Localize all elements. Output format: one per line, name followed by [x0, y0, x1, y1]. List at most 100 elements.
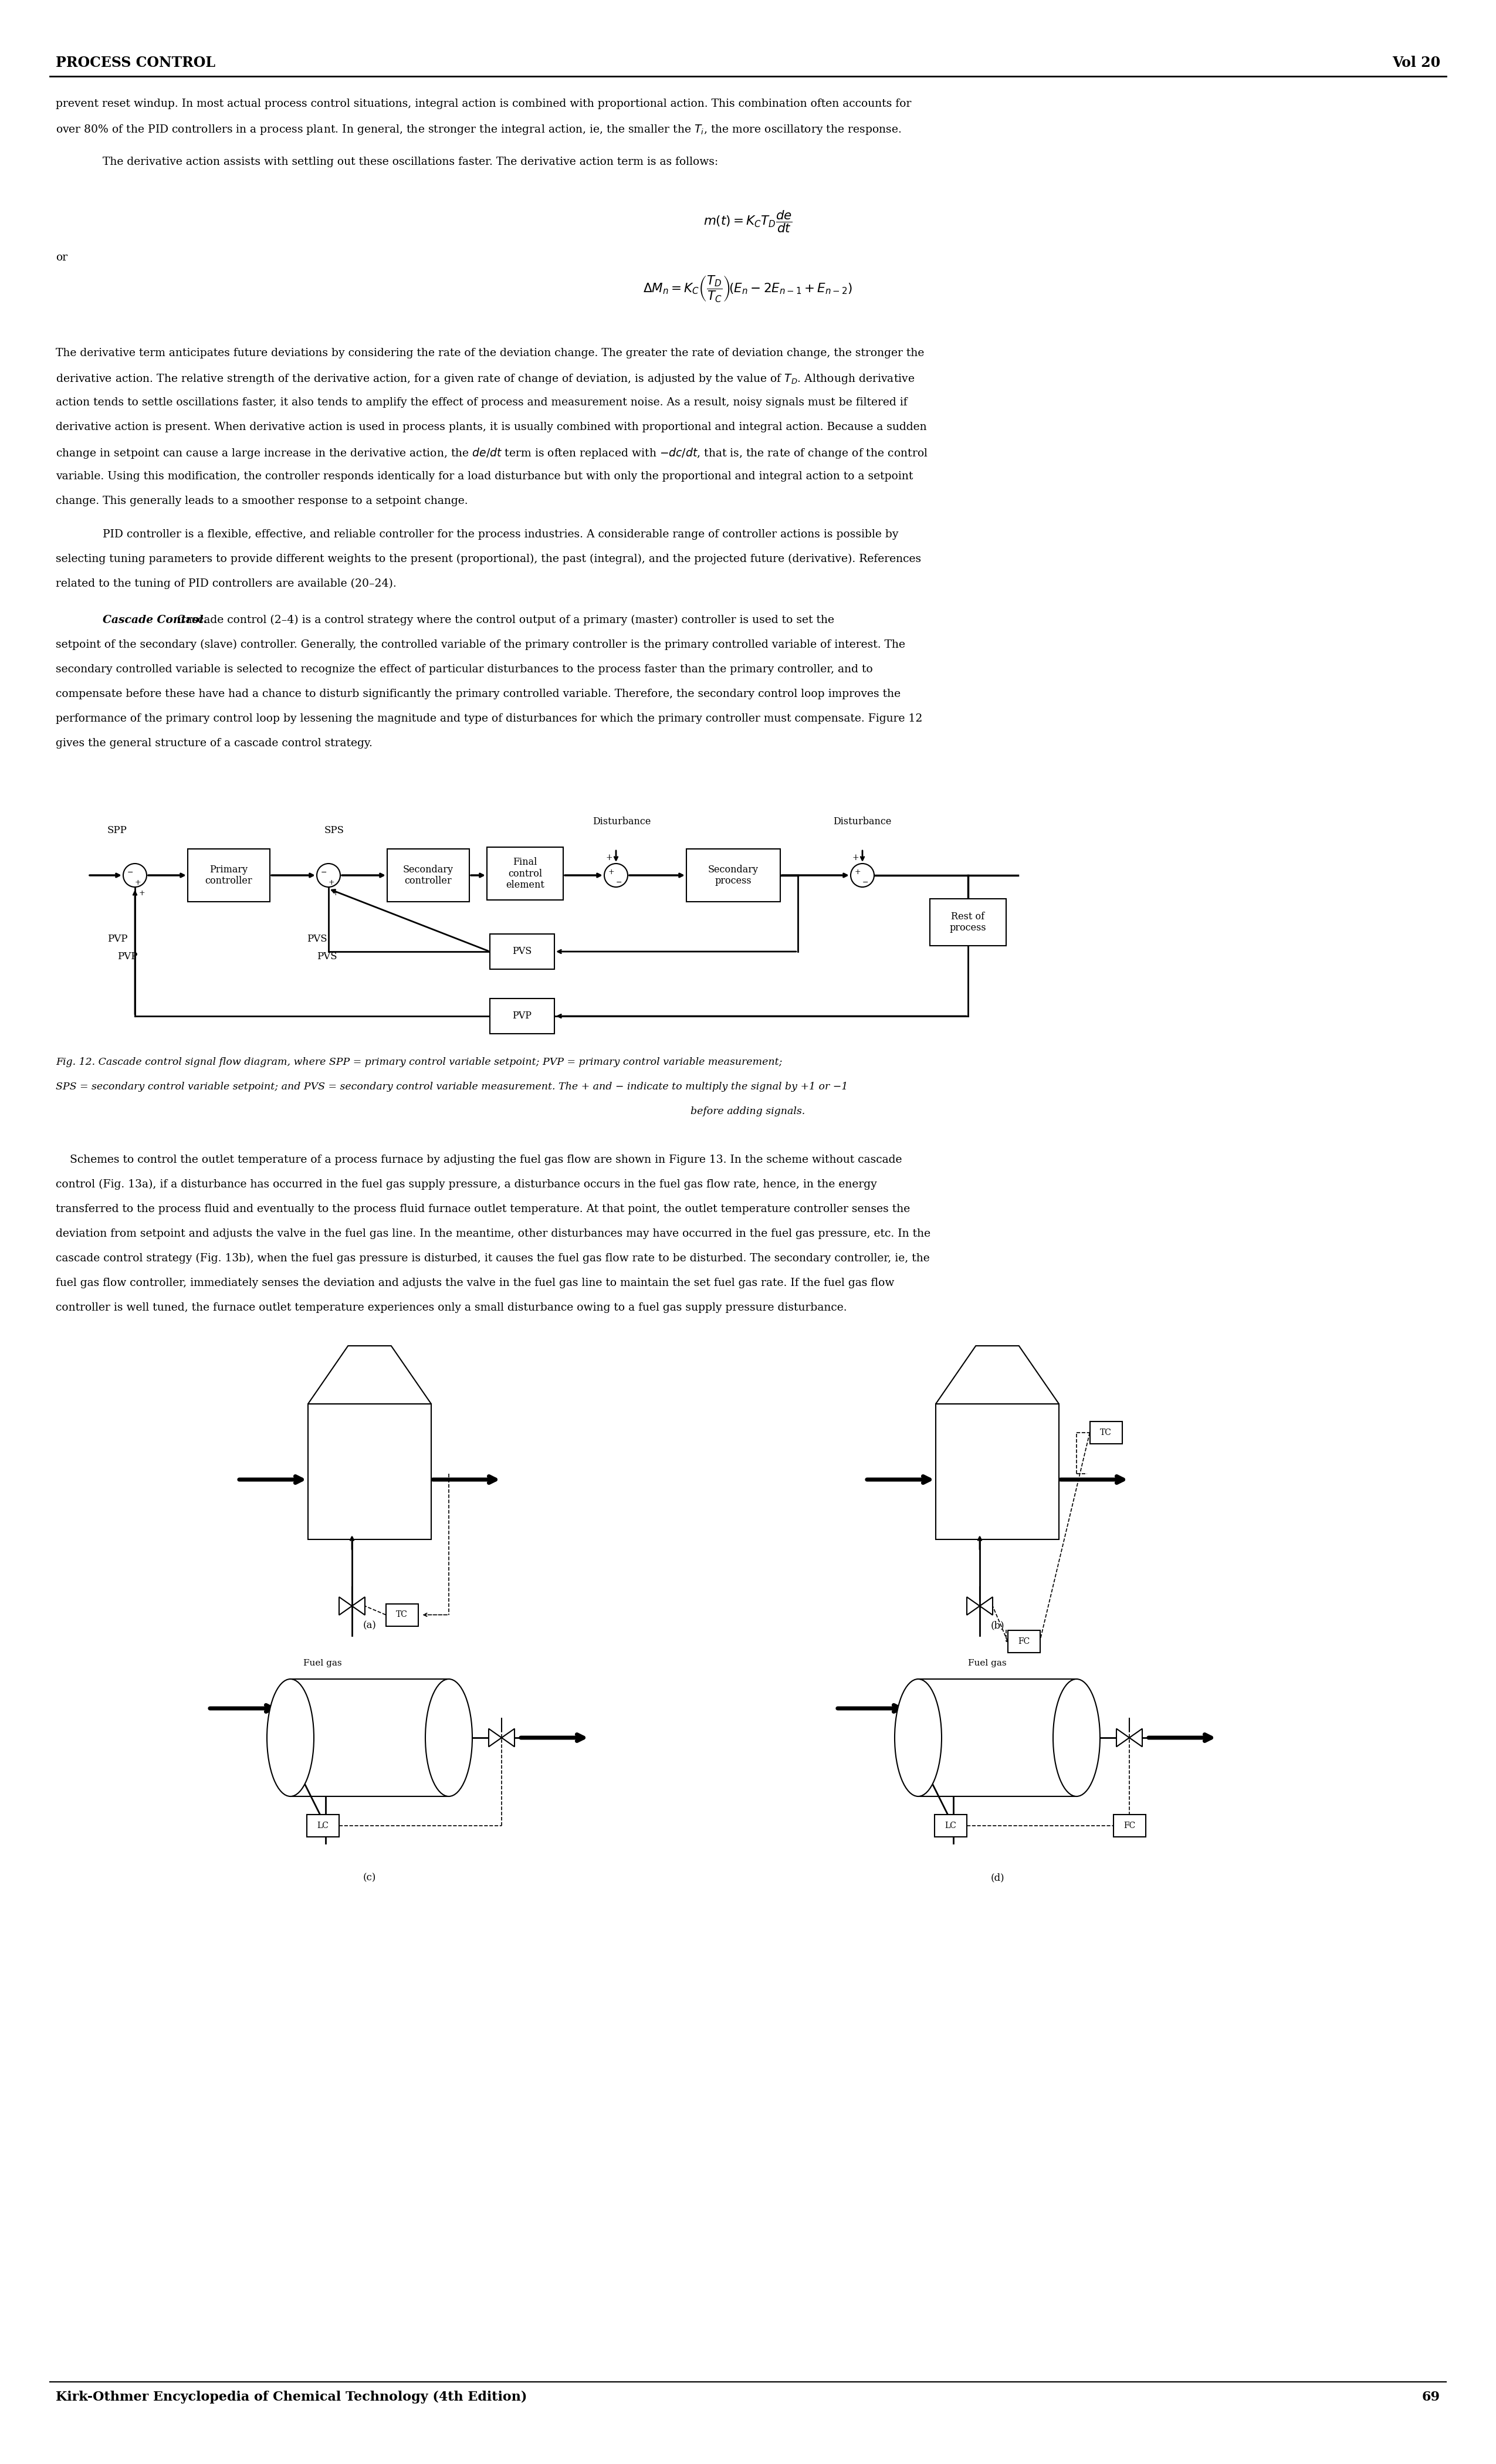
Text: Kirk-Othmer Encyclopedia of Chemical Technology (4th Edition): Kirk-Othmer Encyclopedia of Chemical Tec…	[55, 2390, 527, 2402]
Polygon shape	[1129, 1730, 1143, 1747]
Text: Secondary
process: Secondary process	[708, 865, 758, 887]
Ellipse shape	[1053, 1678, 1100, 1796]
Text: change. This generally leads to a smoother response to a setpoint change.: change. This generally leads to a smooth…	[55, 495, 468, 505]
Text: +: +	[854, 870, 860, 877]
Text: Rest of
process: Rest of process	[950, 912, 986, 934]
Polygon shape	[489, 1730, 501, 1747]
Text: Disturbance: Disturbance	[592, 816, 651, 825]
Text: controller is well tuned, the furnace outlet temperature experiences only a smal: controller is well tuned, the furnace ou…	[55, 1303, 847, 1313]
Text: PVP: PVP	[117, 951, 138, 961]
Bar	[486, 848, 562, 899]
Text: prevent reset windup. In most actual process control situations, integral action: prevent reset windup. In most actual pro…	[55, 99, 911, 108]
Text: PROCESS CONTROL: PROCESS CONTROL	[55, 57, 215, 69]
Bar	[489, 998, 555, 1035]
Bar	[935, 1814, 966, 1836]
Bar	[308, 1404, 431, 1540]
Text: Cascade control (2–4) is a control strategy where the control output of a primar: Cascade control (2–4) is a control strat…	[171, 616, 835, 626]
Text: action tends to settle oscillations faster, it also tends to amplify the effect : action tends to settle oscillations fast…	[55, 397, 908, 407]
Text: SPS: SPS	[325, 825, 344, 835]
Bar	[290, 1678, 449, 1796]
Text: +: +	[332, 890, 338, 897]
Bar	[687, 850, 781, 902]
Text: −: −	[127, 870, 133, 877]
Bar	[1008, 1631, 1040, 1653]
Polygon shape	[352, 1597, 365, 1614]
Circle shape	[123, 862, 147, 887]
Bar	[919, 1678, 1077, 1796]
Text: variable. Using this modification, the controller responds identically for a loa: variable. Using this modification, the c…	[55, 471, 913, 480]
Text: secondary controlled variable is selected to recognize the effect of particular : secondary controlled variable is selecte…	[55, 665, 872, 675]
Polygon shape	[340, 1597, 352, 1614]
Polygon shape	[980, 1597, 993, 1614]
Text: +: +	[135, 880, 141, 887]
Text: $m(t) = K_C T_D \dfrac{de}{dt}$: $m(t) = K_C T_D \dfrac{de}{dt}$	[703, 209, 793, 234]
Text: PVS: PVS	[307, 934, 328, 944]
Text: PVP: PVP	[513, 1010, 531, 1020]
Text: (a): (a)	[364, 1621, 377, 1631]
Polygon shape	[966, 1597, 980, 1614]
Polygon shape	[308, 1345, 431, 1404]
Circle shape	[604, 862, 628, 887]
Text: Primary
controller: Primary controller	[205, 865, 253, 887]
Text: or: or	[55, 251, 67, 264]
Text: related to the tuning of PID controllers are available (20–24).: related to the tuning of PID controllers…	[55, 579, 396, 589]
Text: The derivative term anticipates future deviations by considering the rate of the: The derivative term anticipates future d…	[55, 347, 925, 357]
Text: Cascade Control.: Cascade Control.	[103, 616, 206, 626]
Text: PVP: PVP	[108, 934, 127, 944]
Polygon shape	[935, 1345, 1059, 1404]
Text: cascade control strategy (Fig. 13b), when the fuel gas pressure is disturbed, it: cascade control strategy (Fig. 13b), whe…	[55, 1254, 929, 1264]
Text: gives the general structure of a cascade control strategy.: gives the general structure of a cascade…	[55, 739, 373, 749]
Text: +: +	[609, 870, 615, 877]
Bar	[489, 934, 555, 968]
Text: (d): (d)	[990, 1873, 1004, 1882]
Text: +: +	[328, 880, 335, 887]
Bar	[1113, 1814, 1146, 1836]
Text: SPP: SPP	[108, 825, 127, 835]
Text: −: −	[320, 870, 328, 877]
Text: The derivative action assists with settling out these oscillations faster. The d: The derivative action assists with settl…	[103, 158, 718, 168]
Text: transferred to the process fluid and eventually to the process fluid furnace out: transferred to the process fluid and eve…	[55, 1205, 910, 1215]
Text: PID controller is a flexible, effective, and reliable controller for the process: PID controller is a flexible, effective,…	[103, 530, 899, 540]
Text: −: −	[862, 880, 868, 887]
Text: before adding signals.: before adding signals.	[691, 1106, 805, 1116]
Text: FC: FC	[1123, 1821, 1135, 1831]
Bar	[387, 850, 470, 902]
Text: LC: LC	[944, 1821, 956, 1831]
Text: change in setpoint can cause a large increase in the derivative action, the $de/: change in setpoint can cause a large inc…	[55, 446, 928, 461]
Text: derivative action is present. When derivative action is used in process plants, : derivative action is present. When deriv…	[55, 421, 926, 431]
Text: TC: TC	[1100, 1429, 1112, 1437]
Text: $\Delta M_n = K_C \left(\dfrac{T_D}{T_C}\right)\!(E_n - 2E_{n-1} + E_{n-2})$: $\Delta M_n = K_C \left(\dfrac{T_D}{T_C}…	[643, 274, 853, 303]
Text: (b): (b)	[990, 1621, 1004, 1631]
Text: Disturbance: Disturbance	[833, 816, 892, 825]
Bar	[935, 1404, 1059, 1540]
Text: Fuel gas: Fuel gas	[304, 1658, 343, 1668]
Text: PVS: PVS	[512, 946, 533, 956]
Text: fuel gas flow controller, immediately senses the deviation and adjusts the valve: fuel gas flow controller, immediately se…	[55, 1279, 895, 1289]
Text: deviation from setpoint and adjusts the valve in the fuel gas line. In the meant: deviation from setpoint and adjusts the …	[55, 1230, 931, 1239]
Text: −: −	[616, 880, 622, 887]
Ellipse shape	[425, 1678, 473, 1796]
Text: 69: 69	[1423, 2390, 1441, 2402]
Text: Fuel gas: Fuel gas	[968, 1658, 1007, 1668]
Text: performance of the primary control loop by lessening the magnitude and type of d: performance of the primary control loop …	[55, 715, 923, 724]
Text: (c): (c)	[364, 1873, 375, 1882]
Text: selecting tuning parameters to provide different weights to the present (proport: selecting tuning parameters to provide d…	[55, 554, 922, 564]
Text: TC: TC	[396, 1611, 408, 1619]
Ellipse shape	[266, 1678, 314, 1796]
Bar	[187, 850, 269, 902]
Text: +: +	[139, 890, 145, 897]
Text: derivative action. The relative strength of the derivative action, for a given r: derivative action. The relative strength…	[55, 372, 914, 384]
Text: Secondary
controller: Secondary controller	[402, 865, 453, 887]
Polygon shape	[501, 1730, 515, 1747]
Bar	[1089, 1422, 1122, 1444]
Text: Vol 20: Vol 20	[1393, 57, 1441, 69]
Text: over 80% of the PID controllers in a process plant. In general, the stronger the: over 80% of the PID controllers in a pro…	[55, 123, 901, 136]
Text: SPS = secondary control variable setpoint; and PVS = secondary control variable : SPS = secondary control variable setpoin…	[55, 1082, 848, 1092]
Text: +: +	[851, 853, 859, 862]
Polygon shape	[1116, 1730, 1129, 1747]
Text: compensate before these have had a chance to disturb significantly the primary c: compensate before these have had a chanc…	[55, 690, 901, 700]
Text: LC: LC	[317, 1821, 329, 1831]
Text: FC: FC	[1017, 1636, 1029, 1646]
Text: Schemes to control the outlet temperature of a process furnace by adjusting the : Schemes to control the outlet temperatur…	[55, 1156, 902, 1165]
Circle shape	[851, 862, 874, 887]
